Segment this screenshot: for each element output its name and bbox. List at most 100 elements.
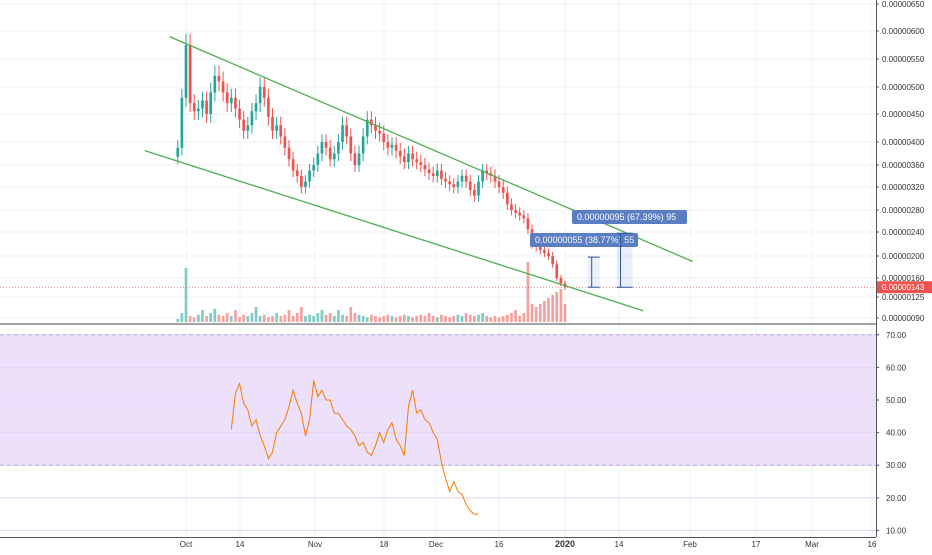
volume-bar [254, 307, 258, 322]
candle-body [238, 108, 241, 120]
candle-body [427, 169, 431, 174]
volume-bar [332, 316, 336, 322]
volume-bar [497, 317, 501, 322]
candle-body [448, 181, 451, 185]
volume-bar [365, 317, 369, 322]
candle-body [316, 153, 320, 165]
volume-bar [435, 317, 439, 322]
volume-bar [312, 316, 316, 322]
candle-body [394, 144, 398, 151]
volume-bar [250, 313, 254, 322]
volume-bar [440, 314, 443, 322]
volume-bar [180, 313, 184, 322]
candle-body [341, 125, 344, 142]
candle-body [197, 108, 200, 112]
measure-label-box [530, 233, 638, 247]
volume-bar [559, 289, 563, 322]
candle-body [547, 253, 550, 256]
volume-bar [176, 319, 180, 322]
candle-body [267, 97, 270, 117]
candle-body [477, 181, 480, 196]
candle-body [378, 130, 381, 134]
candle-body [295, 170, 299, 176]
measure-range [587, 257, 600, 288]
volume-bar [192, 317, 196, 322]
volume-bar [415, 316, 419, 322]
rsi-tick-label: 20.00 [886, 494, 907, 503]
candle-body [229, 97, 233, 104]
volume-bar [201, 310, 204, 322]
candle-body [419, 162, 423, 165]
volume-bar [184, 268, 188, 322]
volume-bar [209, 313, 213, 322]
time-tick-label: 16 [495, 540, 504, 549]
volume-bar [390, 316, 394, 322]
price-tick-label: 0.00000360 [882, 161, 925, 170]
candle-body [559, 278, 563, 284]
candle-body [213, 75, 217, 93]
candle-body [464, 176, 468, 182]
candle-body [271, 116, 274, 131]
candle-body [456, 181, 460, 187]
candle-body [209, 92, 213, 114]
candle-body [279, 125, 283, 137]
candle-body [225, 92, 229, 104]
volume-bar [242, 314, 246, 322]
volume-bar [300, 307, 303, 322]
volume-bar [423, 316, 427, 322]
volume-bar [238, 317, 241, 322]
measure-label-box [572, 210, 687, 224]
volume-bar [489, 317, 493, 322]
current-price-badge [877, 281, 932, 294]
volume-bar [386, 314, 390, 322]
candle-body [473, 189, 476, 196]
volume-bar [295, 313, 299, 322]
price-tick-label: 0.00000280 [882, 206, 925, 215]
measure-range [616, 233, 633, 288]
volume-bar [501, 316, 505, 322]
candle-body [357, 153, 361, 165]
candle-body [407, 153, 410, 163]
time-tick-label: Dec [429, 540, 443, 549]
price-tick-label: 0.00000090 [882, 314, 925, 323]
time-tick-label: Nov [308, 540, 322, 549]
candle-body [332, 153, 336, 160]
rsi-tick-label: 40.00 [886, 429, 907, 438]
volume-bar [304, 316, 307, 322]
volume-bar [291, 316, 295, 322]
volume-bar [477, 314, 480, 322]
candle-body [283, 136, 287, 148]
volume-bar [370, 314, 373, 322]
candle-body [440, 170, 443, 179]
volume-bar [378, 317, 381, 322]
volume-bar [287, 310, 291, 322]
volume-bar [419, 314, 423, 322]
candle-body [291, 159, 295, 171]
volume-bar [522, 313, 526, 322]
candle-body [382, 133, 386, 142]
volume-bar [337, 310, 340, 322]
candle-body [390, 144, 394, 148]
time-tick-label: 17 [752, 540, 761, 549]
volume-bar [217, 314, 221, 322]
volume-bar [543, 301, 546, 322]
time-tick-label: 14 [236, 540, 245, 549]
time-tick-label: 18 [380, 540, 389, 549]
volume-bar [308, 314, 311, 322]
candle-body [287, 147, 291, 160]
volume-bar [398, 316, 402, 322]
volume-bar [464, 313, 468, 322]
candle-body [505, 192, 509, 205]
volume-bar [460, 316, 464, 322]
volume-bar [551, 295, 554, 322]
volume-bar [341, 314, 344, 322]
candle-body [444, 178, 447, 182]
candle-body [501, 187, 505, 193]
price-tick-label: 0.00000320 [882, 183, 925, 192]
candle-body [555, 264, 559, 278]
price-tick-label: 0.00000500 [882, 83, 925, 92]
volume-bar [188, 316, 192, 322]
volume-bar [510, 313, 513, 322]
